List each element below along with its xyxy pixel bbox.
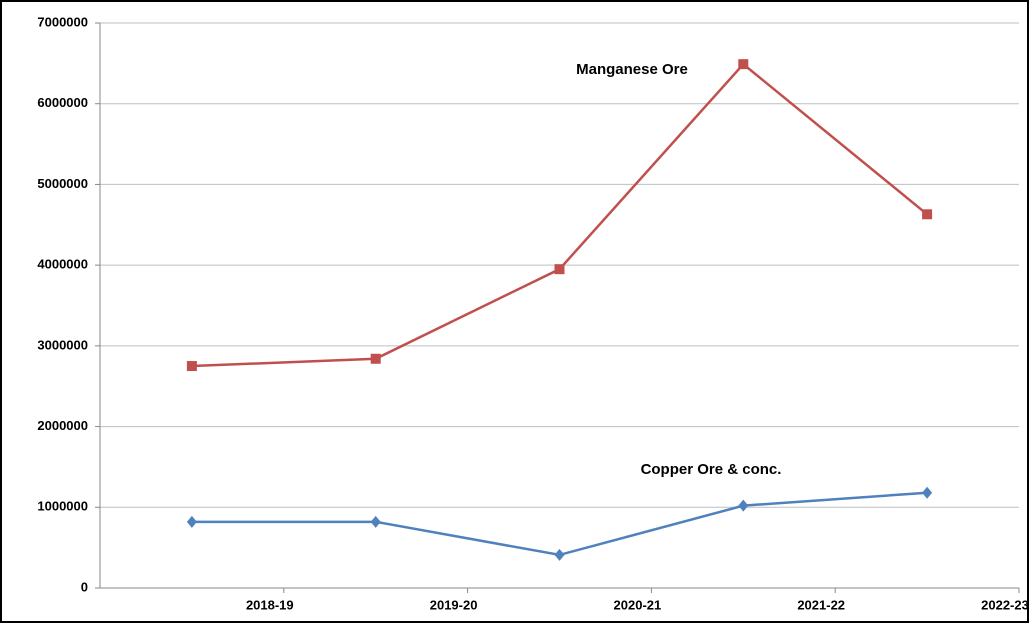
marker	[922, 486, 933, 499]
x-tick-label: 2020-21	[614, 597, 662, 612]
marker	[738, 59, 749, 70]
marker	[186, 361, 197, 372]
marker	[554, 548, 565, 561]
x-tick-label: 2019-20	[430, 597, 478, 612]
y-tick-label: 3000000	[37, 337, 88, 352]
y-tick-label: 1000000	[37, 499, 88, 514]
marker	[370, 353, 381, 364]
x-tick-label: 2018-19	[246, 597, 294, 612]
y-tick-label: 2000000	[37, 418, 88, 433]
x-tick-label: 2021-22	[797, 597, 845, 612]
y-tick-label: 7000000	[37, 14, 88, 29]
marker	[922, 209, 933, 220]
marker	[738, 499, 749, 512]
y-tick-label: 4000000	[37, 257, 88, 272]
y-tick-label: 0	[81, 579, 88, 594]
series-label: Copper Ore & conc.	[641, 461, 782, 478]
marker	[370, 515, 381, 528]
marker	[186, 515, 197, 528]
series-label: Manganese Ore	[576, 61, 688, 78]
y-tick-label: 5000000	[37, 176, 88, 191]
x-tick-label: 2022-23	[981, 597, 1029, 612]
y-tick-label: 6000000	[37, 95, 88, 110]
marker	[554, 264, 565, 275]
